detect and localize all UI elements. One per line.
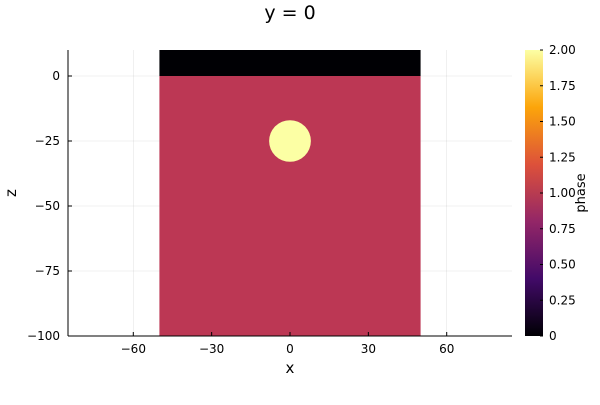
axes: −60 −30 0 30 60 0 −25 −50 −75 −100 [27, 50, 512, 356]
y-tick-label: −25 [35, 134, 60, 148]
x-axis-label: x [286, 359, 295, 377]
phase-region-rect [159, 50, 421, 76]
x-tick-label: −30 [199, 342, 224, 356]
x-tick-label: 60 [439, 342, 454, 356]
y-axis-label: z [2, 189, 20, 197]
colorbar: 0 0.25 0.50 0.75 1.00 1.25 1.50 1.75 2.00 [525, 43, 576, 343]
colorbar-tick-label: 1.50 [549, 115, 576, 129]
y-tick-label: 0 [52, 69, 60, 83]
colorbar-tick-label: 0 [549, 329, 557, 343]
y-tick-label: −75 [35, 264, 60, 278]
colorbar-label: phase [574, 173, 589, 212]
x-tick-label: 0 [286, 342, 294, 356]
colorbar-tick-label: 1.00 [549, 186, 576, 200]
x-tick-label: −60 [121, 342, 146, 356]
colorbar-tick-label: 0.50 [549, 258, 576, 272]
colorbar-bar [525, 50, 543, 336]
chart-title: y = 0 [264, 2, 315, 24]
y-tick-label: −100 [27, 329, 60, 343]
phase-region-circle [269, 120, 311, 162]
y-tick-label: −50 [35, 199, 60, 213]
phase-region-rect [159, 76, 421, 336]
colorbar-tick-label: 1.25 [549, 150, 576, 164]
colorbar-tick-label: 2.00 [549, 43, 576, 57]
colorbar-tick-label: 0.25 [549, 293, 576, 307]
colorbar-tick-label: 1.75 [549, 79, 576, 93]
x-tick-label: 30 [361, 342, 376, 356]
colorbar-tick-label: 0.75 [549, 222, 576, 236]
phase-regions [159, 50, 421, 336]
